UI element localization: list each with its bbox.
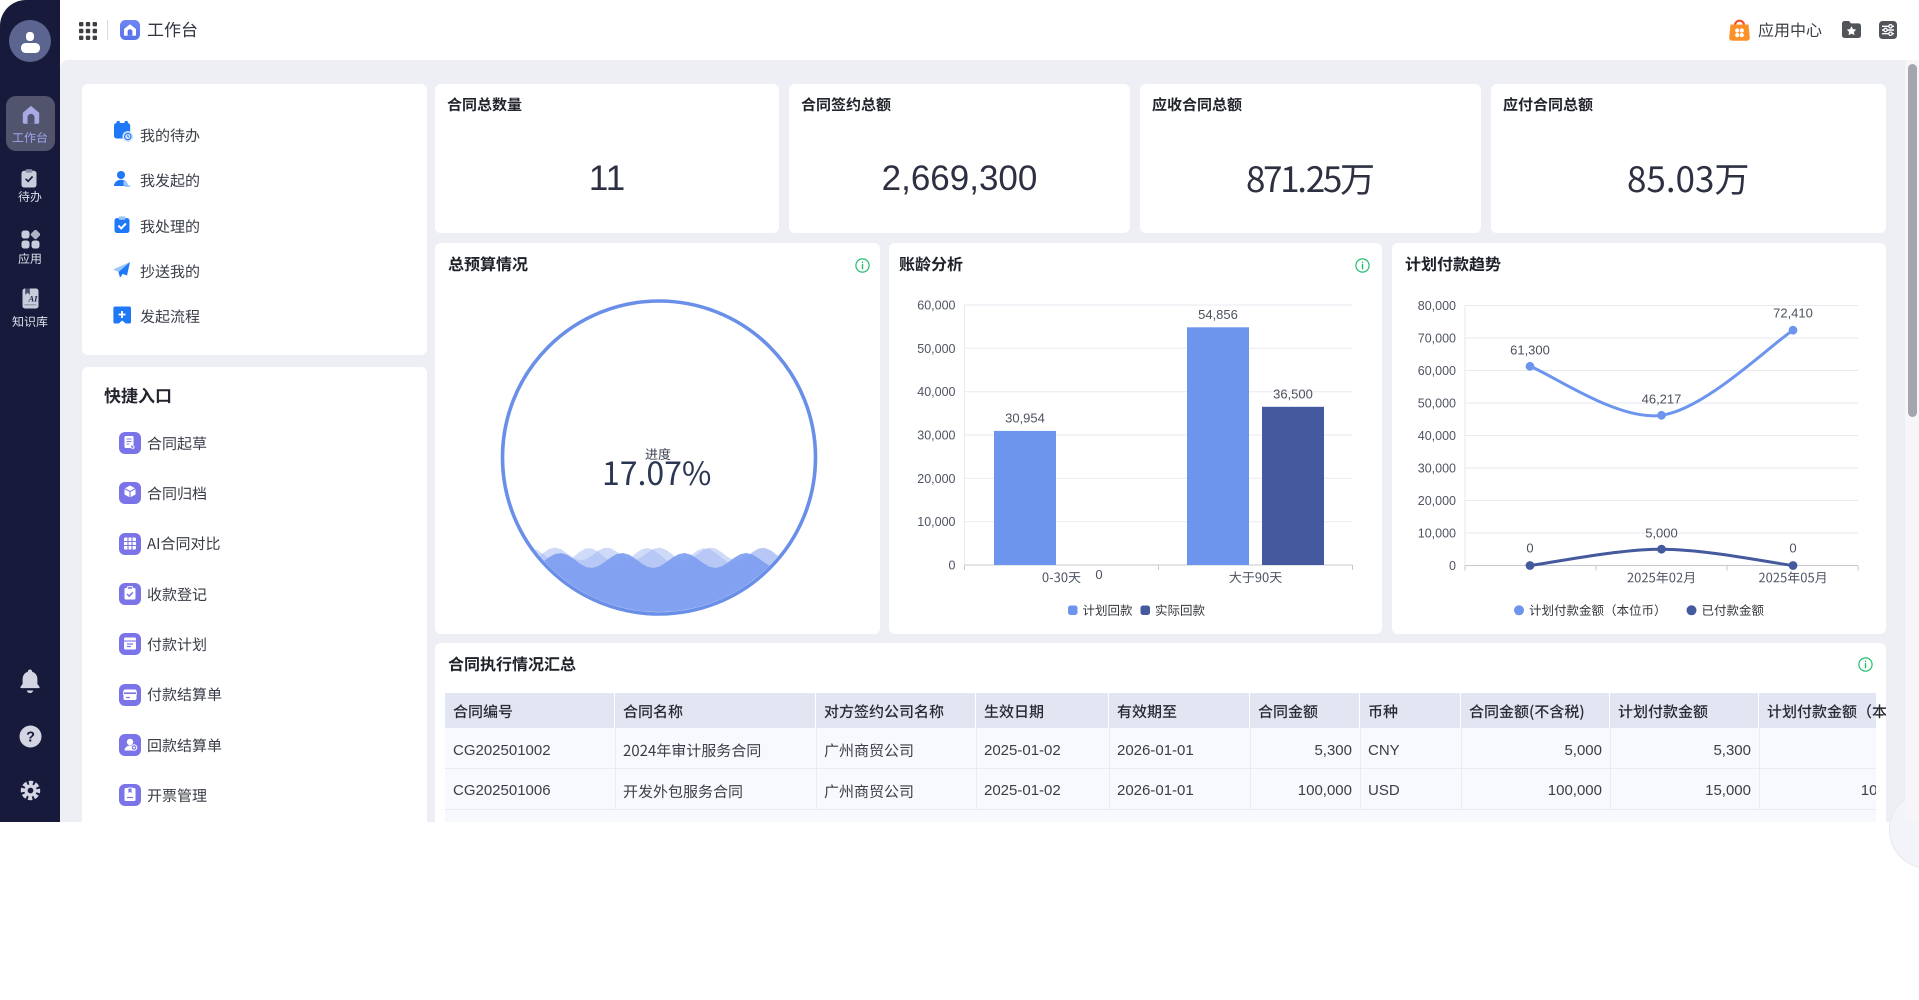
svg-text:0: 0 — [949, 559, 956, 573]
svg-text:0: 0 — [1526, 541, 1533, 556]
svg-text:30,954: 30,954 — [1005, 411, 1045, 426]
svg-text:AI: AI — [27, 293, 38, 303]
svg-text:0: 0 — [1789, 541, 1796, 556]
svg-text:60,000: 60,000 — [917, 299, 955, 313]
svg-text:30,000: 30,000 — [1418, 462, 1456, 476]
svg-text:54,856: 54,856 — [1198, 307, 1238, 322]
svg-text:30,000: 30,000 — [917, 429, 955, 443]
svg-text:61,300: 61,300 — [1510, 343, 1550, 358]
svg-text:?: ? — [26, 730, 35, 746]
svg-text:60,000: 60,000 — [1418, 364, 1456, 378]
svg-text:40,000: 40,000 — [917, 385, 955, 399]
svg-text:50,000: 50,000 — [1418, 397, 1456, 411]
svg-text:80,000: 80,000 — [1418, 299, 1456, 313]
svg-text:46,217: 46,217 — [1642, 392, 1682, 407]
svg-text:20,000: 20,000 — [1418, 494, 1456, 508]
svg-text:10,000: 10,000 — [1418, 527, 1456, 541]
svg-text:70,000: 70,000 — [1418, 332, 1456, 346]
svg-text:36,500: 36,500 — [1273, 386, 1313, 401]
svg-text:50,000: 50,000 — [917, 342, 955, 356]
svg-text:20,000: 20,000 — [917, 472, 955, 486]
svg-text:0: 0 — [1449, 559, 1456, 573]
svg-text:5,000: 5,000 — [1645, 526, 1678, 541]
svg-text:0: 0 — [1095, 567, 1102, 582]
svg-text:40,000: 40,000 — [1418, 429, 1456, 443]
svg-text:72,410: 72,410 — [1773, 306, 1813, 321]
svg-text:10,000: 10,000 — [917, 515, 955, 529]
